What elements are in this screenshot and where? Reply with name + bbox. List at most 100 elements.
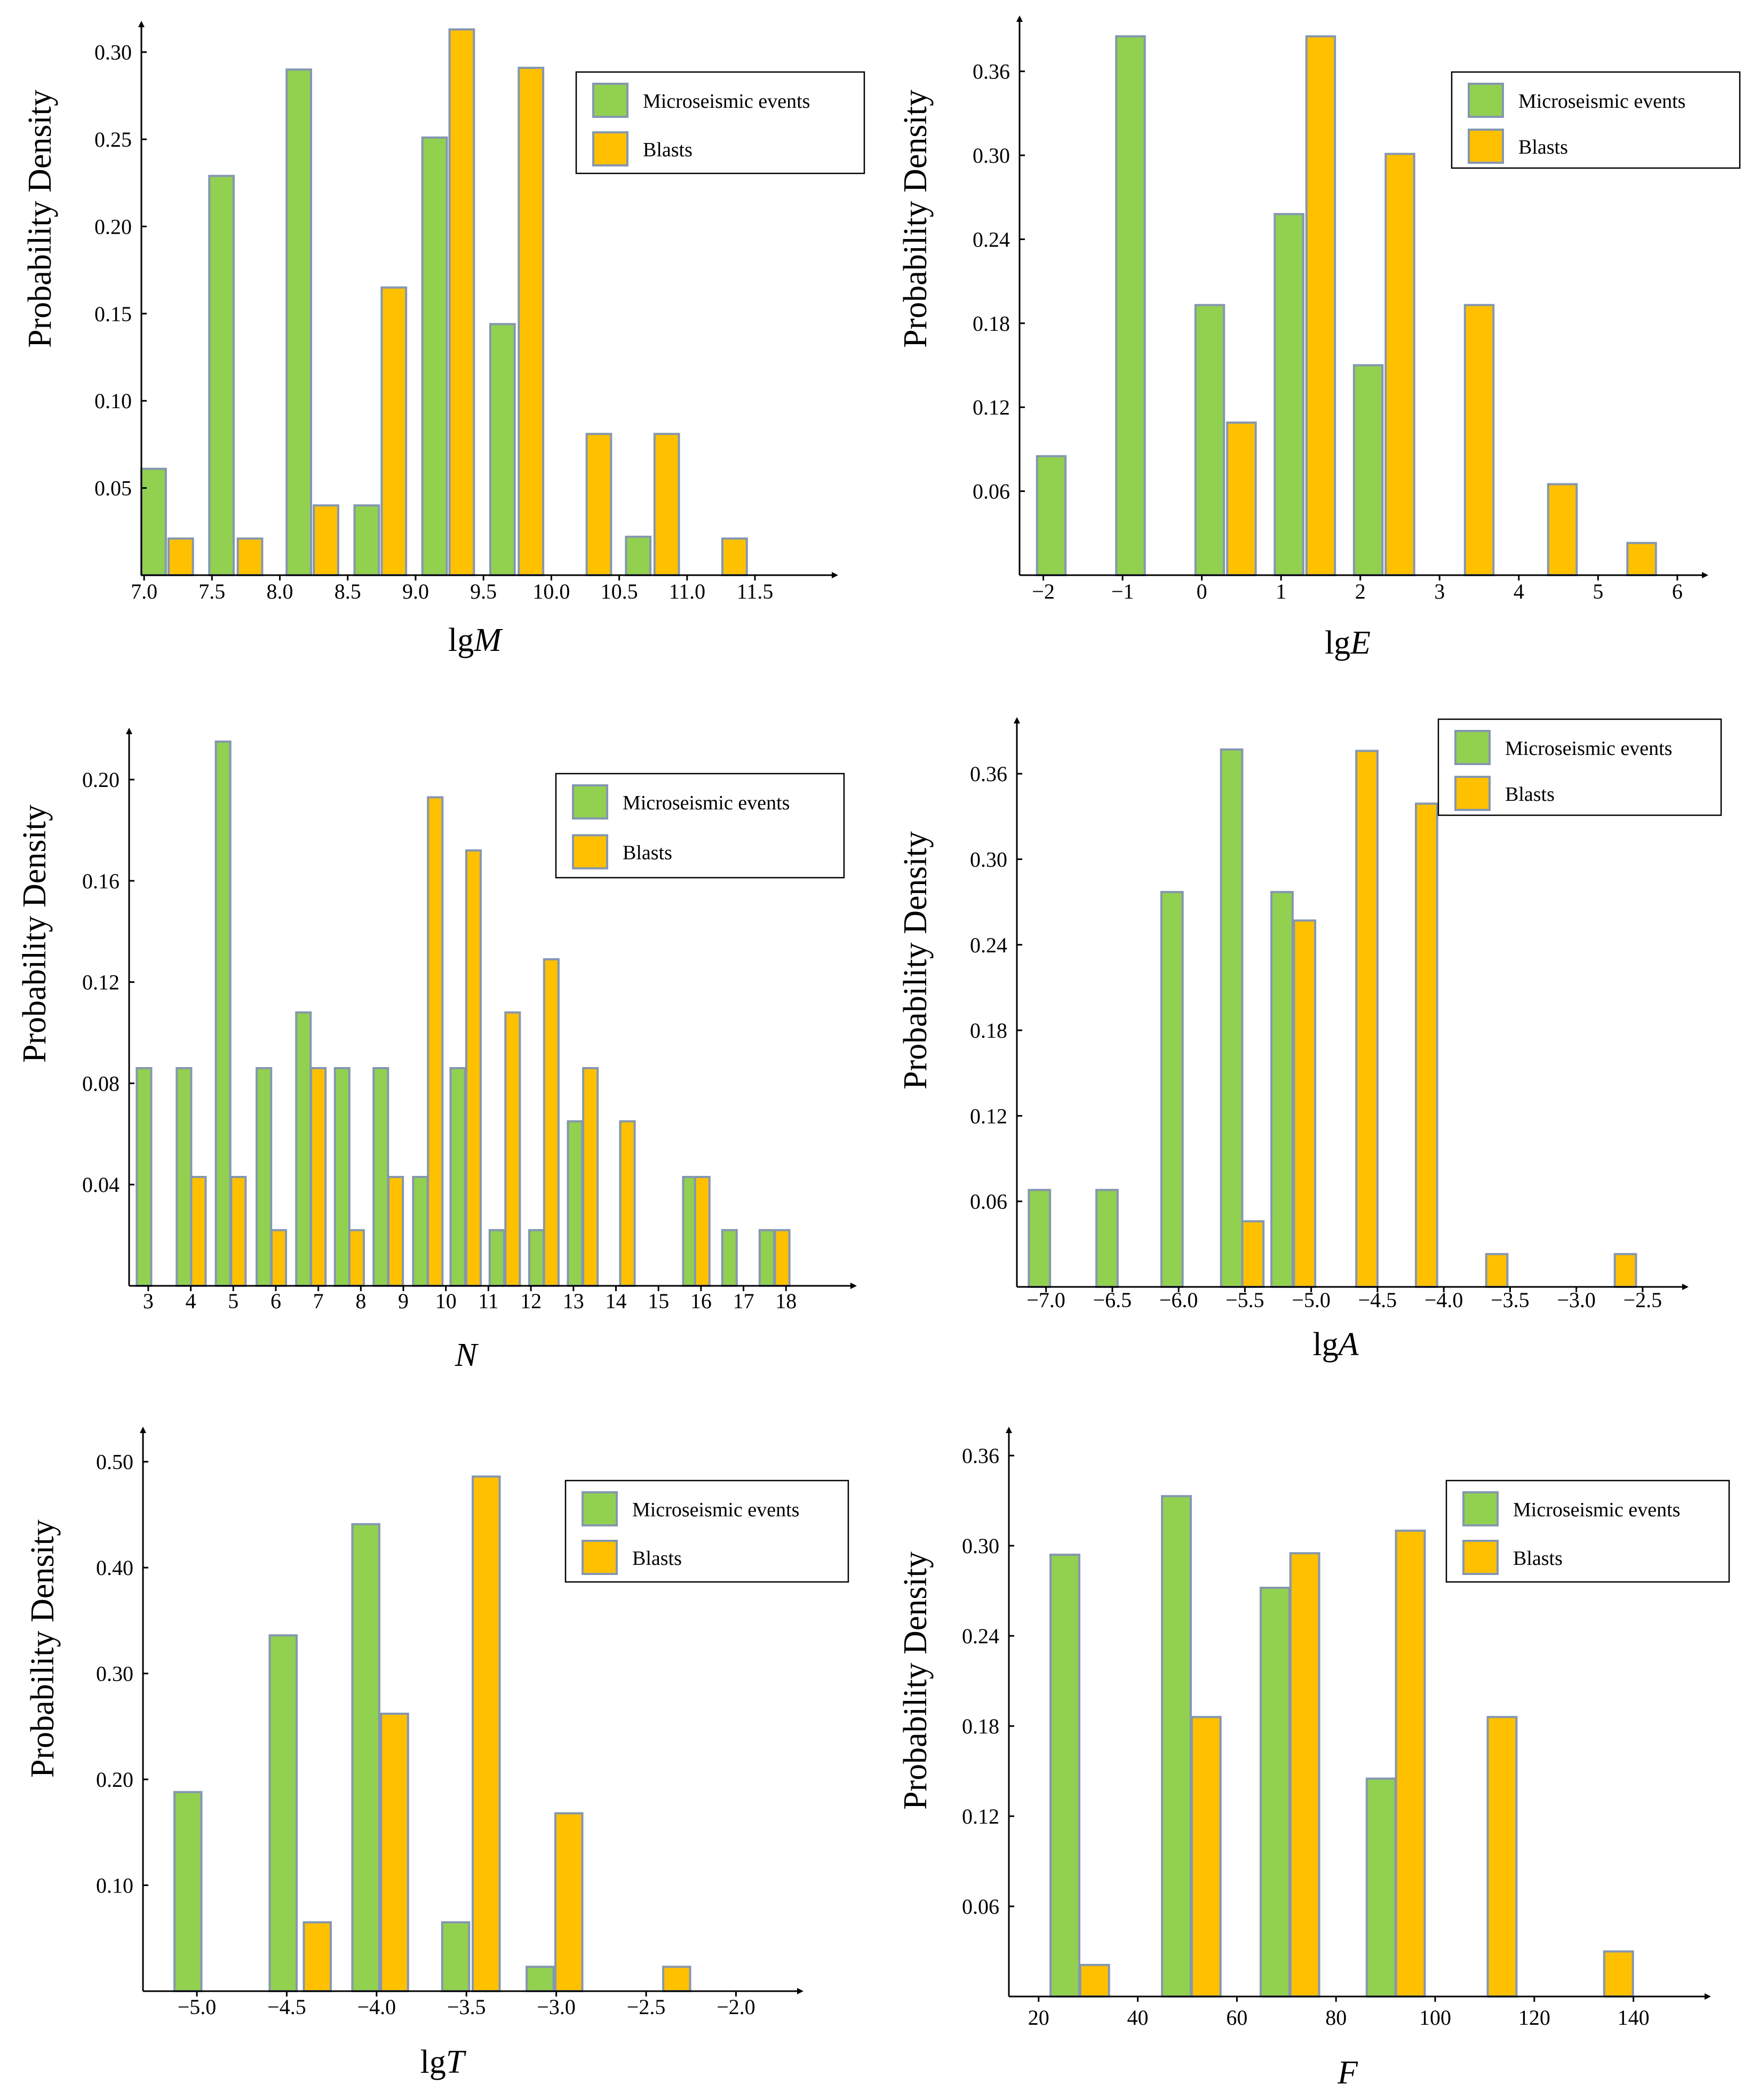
bar-microseismic [1365,1777,1397,1998]
x-tick-label: 2 [1355,579,1366,603]
legend-item-microseismic-swatch [1462,1491,1499,1526]
bar-blasts [448,28,475,576]
legend-item-microseismic-swatch [582,1491,618,1526]
bar-blasts [270,1229,288,1287]
legend-item-blasts-label: Blasts [1513,1547,1563,1570]
legend-item-microseismic-label: Microseismic events [1505,737,1672,760]
chart-lgM: 7.0 7.5 8.0 8.5 9.0 9.5 10.0 10.5 11.0 11.5 0.05 0.… [22,21,865,658]
x-tick-label: 7.0 [131,579,157,603]
chart-lgE: −2 −1 0 1 2 3 4 5 6 0.06 0.12 0.18 0.24 0.30 0.36 Proba… [897,15,1741,661]
x-axis-label: lgM [448,622,503,658]
legend-item-blasts-label: Blasts [632,1547,682,1570]
x-tick-label: 100 [1419,2006,1451,2030]
bar-blasts [472,1475,501,1992]
bar-microseismic [140,467,167,576]
bar-microseismic [449,1067,466,1287]
x-tick-label: −4.0 [1424,1288,1463,1312]
x-axis-label: F [1337,2055,1358,2091]
x-tick-label: 17 [733,1289,754,1313]
legend-item-blasts-swatch [1462,1540,1499,1575]
bar-blasts [518,67,545,576]
x-tick-label: 20 [1028,2006,1049,2030]
bar-blasts [1463,304,1495,576]
bar-blasts [190,1176,207,1287]
x-tick-label: 11 [478,1289,499,1313]
x-tick-label: 120 [1518,2006,1550,2030]
legend-item-blasts-label: Blasts [1505,783,1555,806]
y-tick-label: 0.24 [970,933,1007,957]
bar-microseismic [372,1067,389,1287]
x-tick-label: 10.5 [601,579,638,603]
x-tick-label: 9.0 [402,579,429,603]
x-tick-label: 3 [143,1289,154,1313]
x-tick-label: 5 [228,1289,238,1313]
chart-lgA: −7.0 −6.5 −6.0 −5.5 −5.0 −4.5 −4.0 −3.5 −3.0 −2.5… [897,717,1722,1363]
y-tick-label: 0.30 [94,41,132,65]
bar-microseismic [268,1634,298,1992]
y-tick-label: 0.30 [973,144,1010,168]
bar-microseismic [412,1176,429,1287]
y-tick-label: 0.04 [82,1173,120,1197]
x-tick-label: −2.5 [1623,1288,1662,1312]
y-tick-label: 0.12 [973,395,1010,419]
bar-microseismic [1036,455,1067,576]
bar-blasts [313,504,339,577]
y-tick-label: 0.15 [94,302,132,326]
bar-microseismic [567,1120,584,1287]
x-tick-label: −5.0 [1292,1288,1331,1312]
y-tick-label: 0.25 [94,128,132,152]
x-tick-label: −2 [1032,579,1055,603]
bar-blasts [662,1966,691,1993]
y-tick-label: 0.30 [970,847,1007,871]
bar-blasts [380,1713,409,1992]
x-tick-label: 140 [1618,2006,1650,2030]
x-tick-label: −5.0 [178,1995,217,2019]
bar-microseismic [351,1523,380,1993]
bar-microseismic [1095,1189,1119,1288]
bar-microseismic [758,1229,775,1287]
chart-panel-lgA: −7.0 −6.5 −6.0 −5.5 −5.0 −4.5 −4.0 −3.5 −3.0 −2.5… [876,694,1751,1403]
x-axis-label: N [455,1337,479,1373]
bar-microseismic [1160,890,1184,1288]
bar-microseismic [528,1229,545,1287]
bar-blasts [303,1921,332,1992]
x-tick-label: 8.0 [267,579,293,603]
legend: Microseismic events Blasts [564,1479,849,1583]
y-tick-label: 0.36 [962,1444,999,1468]
x-tick-label: 8 [355,1289,366,1313]
bar-blasts [1226,421,1257,576]
bar-microseismic [421,136,448,577]
x-tick-label: 4 [186,1289,196,1313]
legend-item-microseismic-label: Microseismic events [1518,90,1685,113]
bar-blasts [774,1229,791,1287]
y-tick-label: 0.06 [962,1895,999,1919]
y-tick-label: 0.18 [973,312,1010,336]
legend: Microseismic events Blasts [1437,718,1722,816]
bar-microseismic [488,1229,505,1287]
bar-microseismic [136,1067,153,1287]
bar-blasts [1079,1963,1110,1998]
bar-microseismic [1352,364,1384,576]
bar-blasts [653,433,680,577]
legend-item-microseismic-label: Microseismic events [623,792,790,814]
bar-microseismic [1049,1554,1080,1998]
x-tick-label: 11.0 [669,579,706,603]
legend-item-blasts-swatch [1468,129,1504,164]
x-axis-label-variable: A [1336,1326,1359,1363]
chart-F: 20 40 60 80 100 120 140 0.06 0.12 0.18 0.24 0.30 0.3… [897,1427,1730,2091]
x-axis-label-variable: M [473,622,503,658]
bar-microseismic [1161,1495,1192,1998]
x-tick-label: 9.5 [470,579,497,603]
x-tick-label: 10 [435,1289,457,1313]
bar-blasts [236,537,264,577]
bar-blasts [1293,919,1317,1288]
legend-item-microseismic-label: Microseismic events [643,90,810,113]
x-axis-label-prefix: lg [420,2044,446,2080]
y-tick-label: 0.12 [962,1804,999,1828]
y-tick-label: 0.40 [96,1556,133,1580]
bar-microseismic [333,1067,351,1287]
bar-blasts [504,1011,521,1287]
x-tick-label: −6.5 [1093,1288,1132,1312]
x-tick-label: −7.0 [1026,1288,1065,1312]
x-axis-label: lgA [1312,1326,1359,1363]
